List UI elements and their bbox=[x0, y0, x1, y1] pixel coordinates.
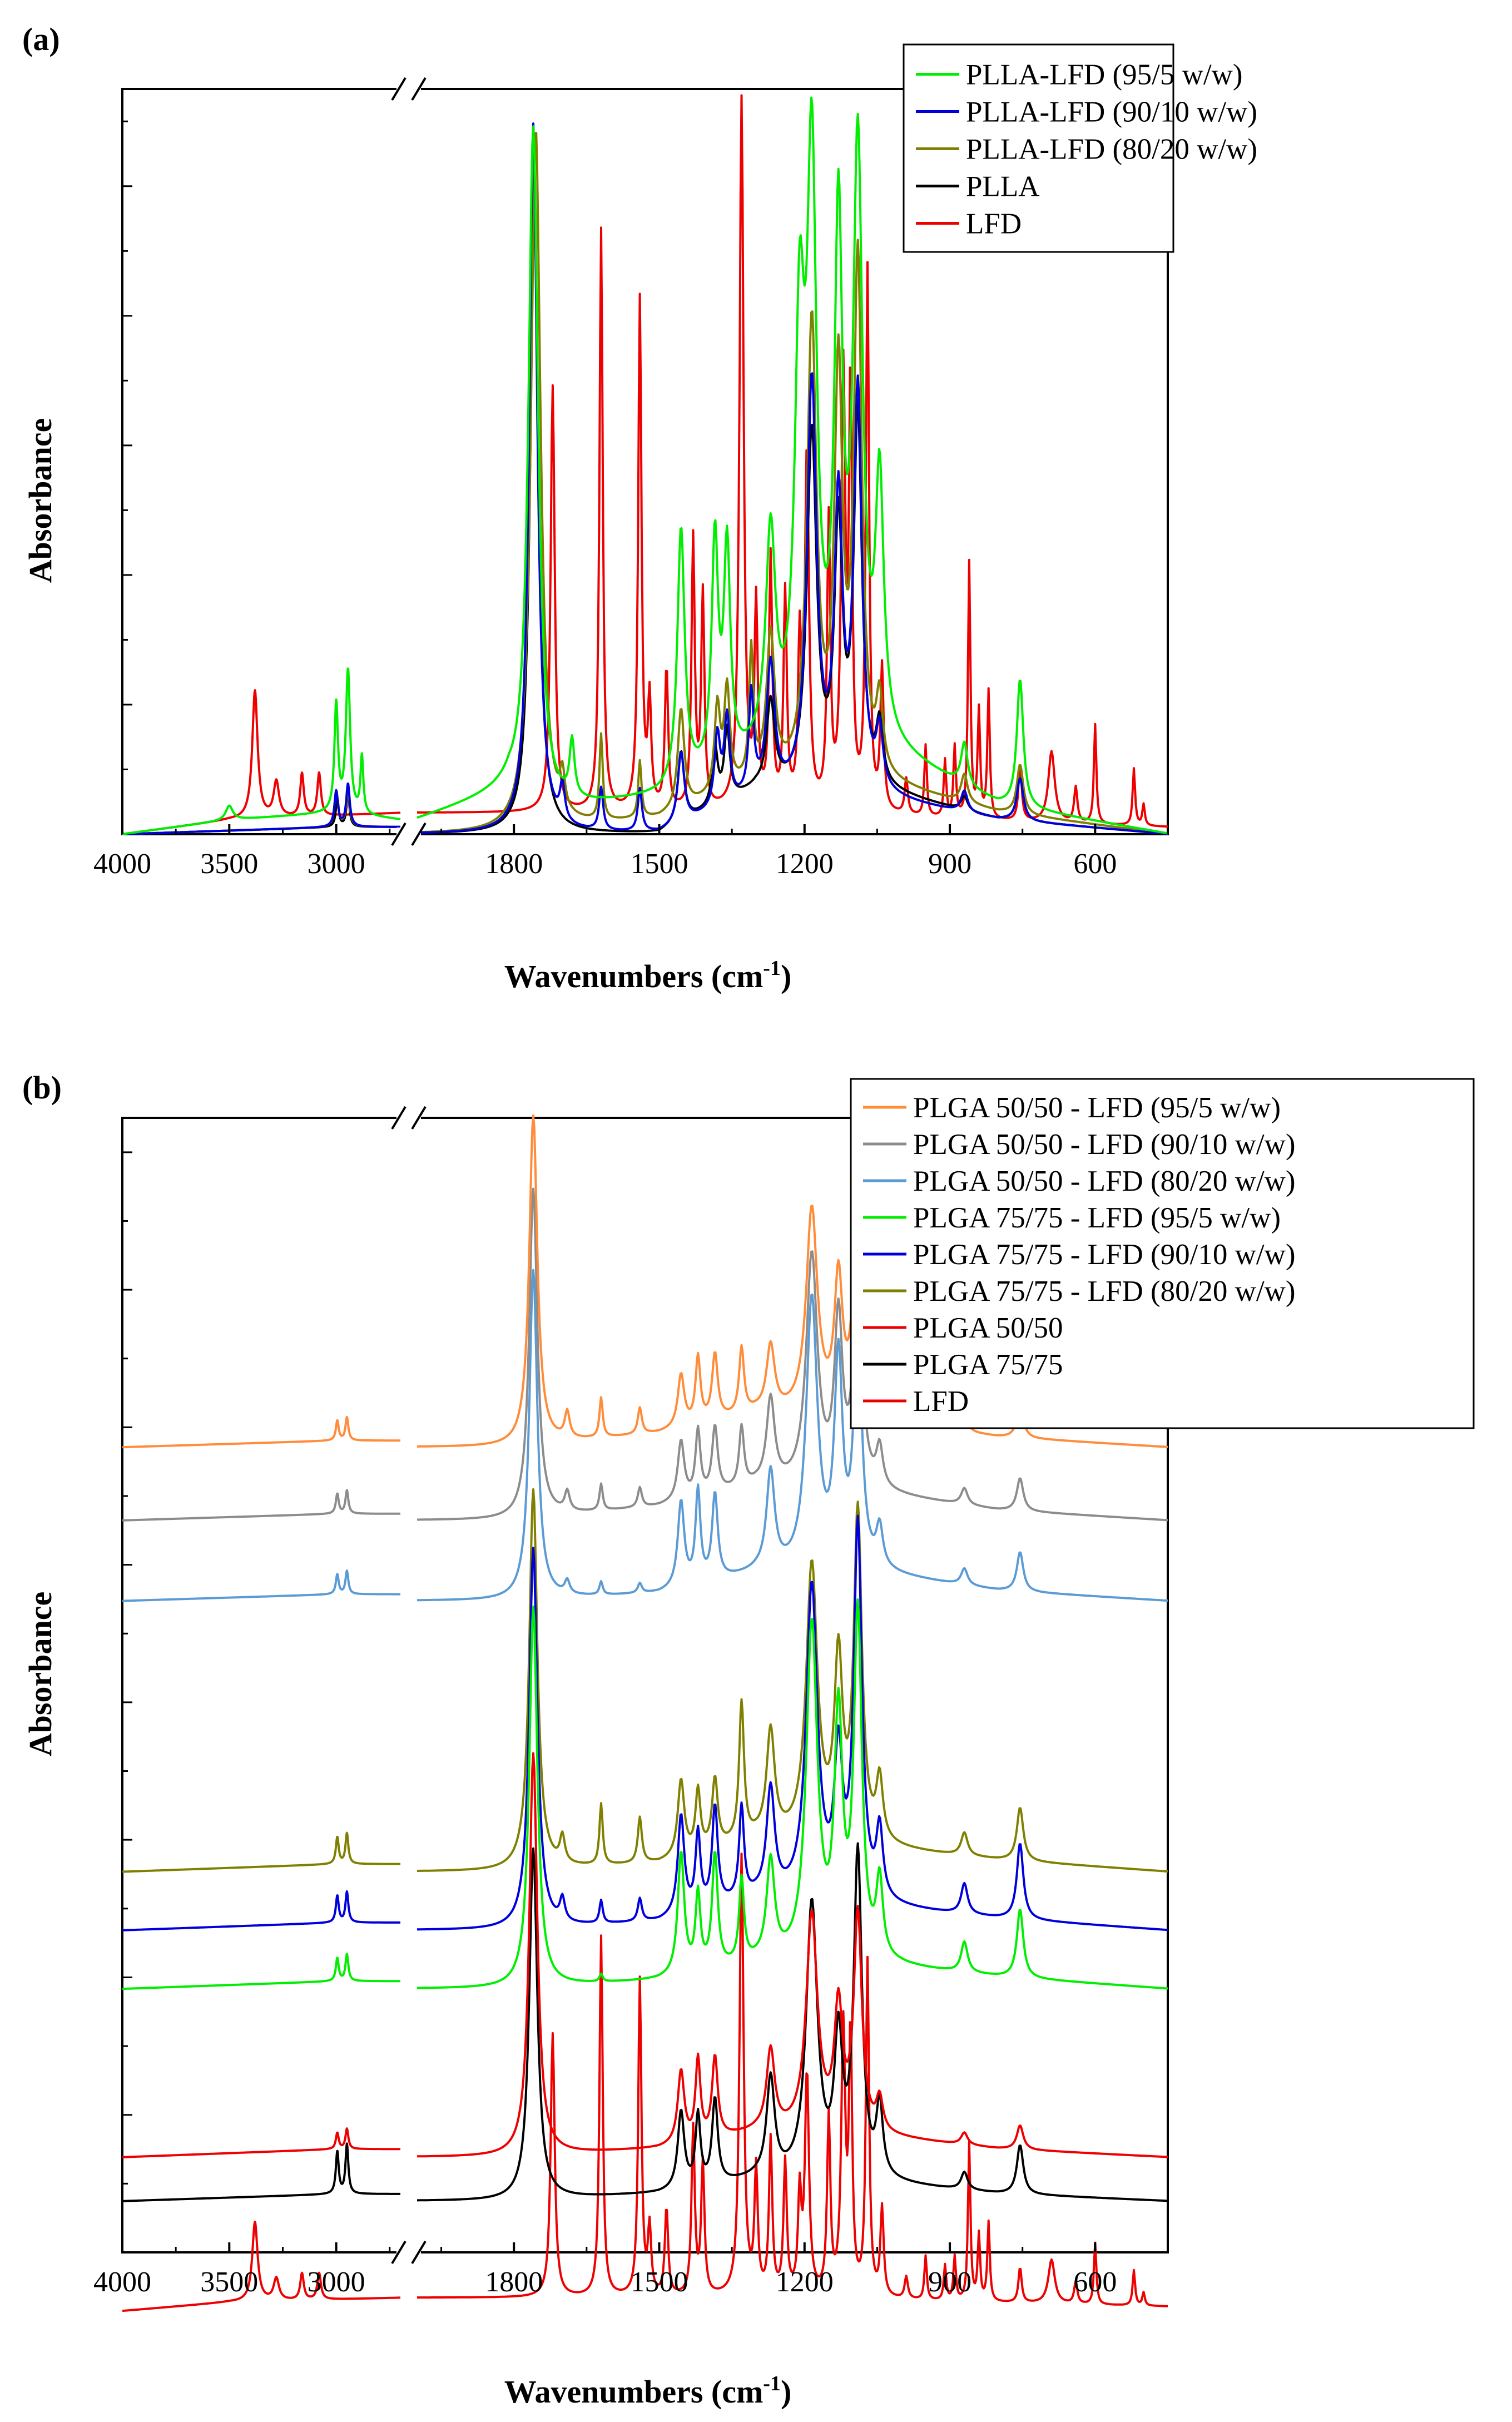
panel-b-y-axis-label: Absorbance bbox=[22, 1592, 58, 1756]
legend-entry: PLGA 50/50 - LFD (90/10 w/w) bbox=[913, 1128, 1296, 1161]
x-tick-label: 3000 bbox=[308, 848, 365, 880]
x-tick-label: 1800 bbox=[485, 2266, 543, 2298]
panel-b-frame bbox=[121, 1117, 1169, 2253]
series-line-1 bbox=[121, 1114, 1168, 1449]
axis-break-gap bbox=[396, 828, 421, 841]
panel-a-curves bbox=[121, 94, 1168, 835]
series-line-2 bbox=[121, 1187, 1168, 1522]
legend-entry: LFD bbox=[913, 1385, 969, 1418]
axis-break-slash bbox=[391, 77, 406, 101]
x-tick-label: 900 bbox=[928, 2266, 971, 2298]
panel-b-axis-breaks bbox=[391, 1106, 427, 2265]
series-line-5 bbox=[121, 1514, 1168, 1931]
legend-entry: LFD bbox=[966, 208, 1022, 240]
series-line-7 bbox=[121, 1752, 1168, 2158]
legend-entry: PLGA 50/50 - LFD (80/20 w/w) bbox=[913, 1165, 1296, 1197]
series-line-6 bbox=[121, 1488, 1168, 1873]
legend-entry: PLGA 50/50 - LFD (95/5 w/w) bbox=[913, 1092, 1281, 1124]
series-line-3 bbox=[121, 1269, 1168, 1602]
panel-a-axis-breaks bbox=[391, 77, 427, 846]
axis-break-slash bbox=[391, 1106, 406, 1130]
series-line-4 bbox=[121, 1598, 1168, 1990]
x-tick-label: 1800 bbox=[485, 848, 543, 880]
series-line-1 bbox=[121, 96, 1168, 835]
axis-break-gap bbox=[396, 1111, 421, 1125]
x-tick-label: 900 bbox=[928, 848, 971, 880]
x-tick-label: 600 bbox=[1073, 2266, 1117, 2298]
legend-entry: PLGA 75/75 - LFD (80/20 w/w) bbox=[913, 1275, 1296, 1307]
legend-entry: PLLA bbox=[966, 171, 1040, 203]
panel-a-label: (a) bbox=[22, 21, 60, 57]
axis-break-slash bbox=[391, 2240, 406, 2265]
axis-break-gap bbox=[396, 2246, 421, 2259]
series-line-9 bbox=[121, 1853, 1168, 2312]
x-tick-label: 1200 bbox=[776, 2266, 834, 2298]
x-tick-label: 4000 bbox=[93, 848, 151, 880]
axis-break-slash bbox=[391, 822, 406, 846]
panel-a: (a) Absorbance Wavenumbers (cm-1) 4000 35… bbox=[22, 21, 1257, 994]
legend-entry: PLGA 75/75 - LFD (90/10 w/w) bbox=[913, 1239, 1296, 1271]
panel-b-legend: PLGA 50/50 - LFD (95/5 w/w) PLGA 50/50 - … bbox=[850, 1078, 1475, 1429]
panel-b-ticks: 4000 3500 3000 1800 1500 1200 900 600 bbox=[93, 1151, 1169, 2298]
x-tick-label: 3500 bbox=[200, 2266, 258, 2298]
panel-a-legend: PLLA-LFD (95/5 w/w) PLLA-LFD (90/10 w/w) P… bbox=[903, 43, 1257, 253]
panel-a-frame bbox=[121, 88, 1169, 835]
axis-break-slash bbox=[411, 1106, 427, 1130]
panel-a-plot-area: 4000 3500 3000 1800 1500 1200 900 600 bbox=[93, 77, 1169, 880]
panel-b-plot-area: 4000 3500 3000 1800 1500 1200 900 600 bbox=[93, 1106, 1169, 2312]
panel-b: (b) Absorbance Wavenumbers (cm-1) 4000 35… bbox=[22, 1069, 1475, 2410]
legend-entry: PLGA 75/75 - LFD (95/5 w/w) bbox=[913, 1202, 1281, 1234]
legend-entry: PLLA-LFD (80/20 w/w) bbox=[966, 133, 1257, 166]
panel-b-x-axis-label: Wavenumbers (cm-1) bbox=[504, 2372, 792, 2410]
x-tick-label: 1500 bbox=[630, 848, 688, 880]
panel-a-ticks: 4000 3500 3000 1800 1500 1200 900 600 bbox=[93, 120, 1169, 880]
legend-entry: PLLA-LFD (90/10 w/w) bbox=[966, 96, 1257, 128]
series-line-8 bbox=[121, 1842, 1168, 2202]
panel-b-label: (b) bbox=[22, 1069, 62, 1106]
legend-entry: PLGA 75/75 bbox=[913, 1349, 1063, 1381]
panel-b-curves bbox=[121, 1114, 1168, 2312]
axis-break-slash bbox=[411, 822, 427, 846]
x-tick-label: 600 bbox=[1073, 848, 1117, 880]
x-tick-label: 1500 bbox=[630, 2266, 688, 2298]
x-tick-label: 3000 bbox=[308, 2266, 365, 2298]
legend-box bbox=[850, 1078, 1475, 1429]
axis-break-slash bbox=[411, 2240, 427, 2265]
panel-a-y-axis-label: Absorbance bbox=[22, 418, 58, 583]
x-tick-label: 4000 bbox=[93, 2266, 151, 2298]
series-line-2 bbox=[121, 122, 1168, 835]
panel-a-x-axis-label: Wavenumbers (cm-1) bbox=[504, 957, 792, 994]
x-tick-label: 3500 bbox=[200, 848, 258, 880]
legend-entry: PLGA 50/50 bbox=[913, 1312, 1063, 1344]
x-tick-label: 1200 bbox=[776, 848, 834, 880]
legend-entry: PLLA-LFD (95/5 w/w) bbox=[966, 59, 1243, 91]
axis-break-slash bbox=[411, 77, 427, 101]
axis-break-gap bbox=[396, 82, 421, 96]
